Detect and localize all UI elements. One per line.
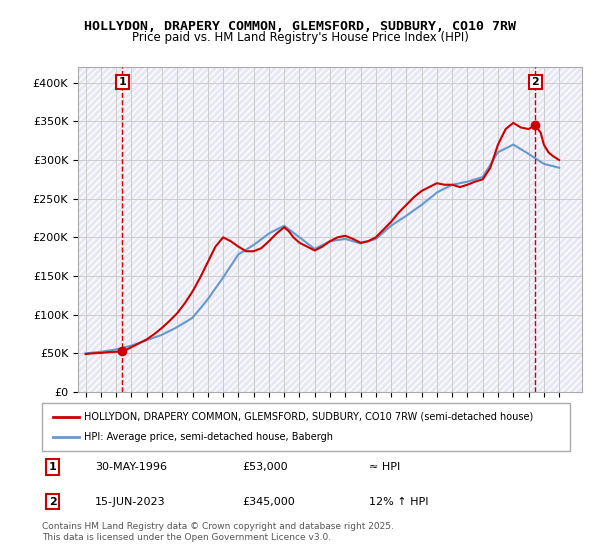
- Text: HPI: Average price, semi-detached house, Babergh: HPI: Average price, semi-detached house,…: [84, 432, 333, 442]
- Text: 2: 2: [49, 497, 56, 507]
- FancyBboxPatch shape: [42, 403, 570, 451]
- Text: HOLLYDON, DRAPERY COMMON, GLEMSFORD, SUDBURY, CO10 7RW (semi-detached house): HOLLYDON, DRAPERY COMMON, GLEMSFORD, SUD…: [84, 412, 533, 422]
- Text: 2: 2: [532, 77, 539, 87]
- Text: ≈ HPI: ≈ HPI: [370, 462, 401, 472]
- Text: HOLLYDON, DRAPERY COMMON, GLEMSFORD, SUDBURY, CO10 7RW: HOLLYDON, DRAPERY COMMON, GLEMSFORD, SUD…: [84, 20, 516, 32]
- Text: £345,000: £345,000: [242, 497, 295, 507]
- Text: 12% ↑ HPI: 12% ↑ HPI: [370, 497, 429, 507]
- Text: 1: 1: [119, 77, 127, 87]
- Text: 30-MAY-1996: 30-MAY-1996: [95, 462, 167, 472]
- Text: This data is licensed under the Open Government Licence v3.0.: This data is licensed under the Open Gov…: [42, 533, 331, 542]
- Text: Price paid vs. HM Land Registry's House Price Index (HPI): Price paid vs. HM Land Registry's House …: [131, 31, 469, 44]
- Text: £53,000: £53,000: [242, 462, 288, 472]
- Bar: [78, 67, 582, 392]
- Text: Contains HM Land Registry data © Crown copyright and database right 2025.: Contains HM Land Registry data © Crown c…: [42, 522, 394, 531]
- Text: 15-JUN-2023: 15-JUN-2023: [95, 497, 166, 507]
- Text: 1: 1: [49, 462, 56, 472]
